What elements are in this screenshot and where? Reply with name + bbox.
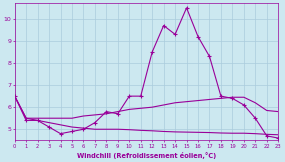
X-axis label: Windchill (Refroidissement éolien,°C): Windchill (Refroidissement éolien,°C) (77, 151, 216, 159)
